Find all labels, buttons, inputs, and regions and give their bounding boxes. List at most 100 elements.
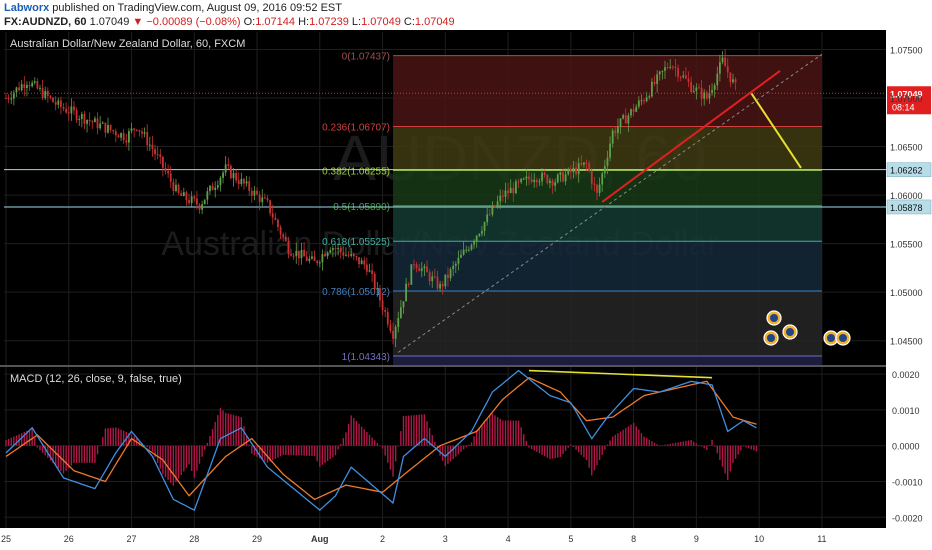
histogram-bar [313,445,316,457]
candle-body [274,217,277,220]
candle-body [96,118,99,129]
histogram-bar [557,445,559,458]
histogram-bar [604,445,606,450]
histogram-bar [533,445,535,451]
candle [107,117,109,134]
histogram-bar [559,445,562,458]
histogram-bar [285,445,287,455]
candle-body [732,79,734,83]
candle-body [682,75,685,78]
candle-body [399,307,402,319]
candle-body [611,130,614,144]
candle-body [266,198,269,201]
candle-body [494,205,496,207]
histogram-bar [392,445,394,477]
histogram-bar [379,445,381,447]
candle [572,160,575,179]
candle-body [324,253,326,257]
histogram-bar [596,445,598,466]
candle-body [535,179,538,183]
candle-body [190,196,193,204]
histogram-bar [664,444,666,446]
candle [614,126,617,137]
histogram-bar [732,445,734,463]
candle-body [564,174,567,182]
candle [266,195,269,203]
candle-body [525,176,528,179]
candle [67,105,70,121]
histogram-bar [405,415,407,446]
candle [630,108,632,119]
histogram-bar [253,445,256,456]
histogram-bar [261,445,263,460]
histogram-bar [196,445,198,471]
histogram-bar [682,441,684,446]
histogram-bar [700,445,703,447]
histogram-bar [504,420,507,446]
candle [49,94,52,100]
candle [407,282,410,288]
candle [504,182,507,204]
histogram-bar [679,441,682,446]
macd-tick-label: -0.0010 [892,477,923,487]
candle [54,96,57,111]
candle-body [705,92,708,99]
candle [732,73,734,84]
candle [394,324,397,348]
candle [182,187,185,197]
candle-body [316,260,319,264]
candle-body [507,190,509,194]
candle [488,208,491,216]
candle-body [216,185,219,188]
macd-tick-label: 0.0010 [892,406,920,416]
candle-body [700,87,703,99]
candle-body [428,272,431,282]
histogram-bar [577,445,580,453]
candle [94,116,96,123]
candle [541,167,543,186]
time-tick-label: 2 [380,534,385,544]
candle [441,281,444,295]
histogram-bar [457,445,460,455]
histogram-bar [381,445,384,449]
candle [520,178,523,184]
histogram-bar [625,427,627,446]
candle [227,157,230,170]
candle-body [541,172,543,182]
histogram-bar [209,435,211,446]
histogram-bar [428,428,431,446]
candle [167,164,170,178]
candle [661,70,664,80]
candle [195,190,198,210]
price-tick-label: 1.05000 [890,288,923,298]
chart-header: Labworx published on TradingView.com, Au… [0,0,932,30]
histogram-bar [222,410,224,446]
candle-body [277,219,279,228]
candle [413,259,415,270]
candle-body [305,256,308,261]
candle-body [423,266,426,269]
histogram-bar [672,443,674,446]
candle [473,239,475,249]
candle [397,311,400,333]
histogram-bar [292,445,295,456]
candle [373,271,376,293]
candle-body [488,214,491,216]
candle-body [452,265,455,270]
candle [546,174,549,185]
time-tick-label: 27 [127,534,137,544]
candle [426,260,428,273]
macd-tick-label: 0.0020 [892,370,920,380]
author-link[interactable]: Labworx [4,2,50,14]
candle-body [583,162,585,165]
candle [154,144,156,161]
candle [222,170,224,184]
high-value: 1.07239 [309,16,349,28]
candle [300,242,303,265]
histogram-bar [329,445,331,460]
candle [331,245,334,258]
candle-body [478,233,481,236]
candle-body [546,175,549,184]
candle [57,97,60,109]
chart-canvas[interactable]: AUDNZD, 60Australian Dollar/New Zealand … [0,30,932,550]
